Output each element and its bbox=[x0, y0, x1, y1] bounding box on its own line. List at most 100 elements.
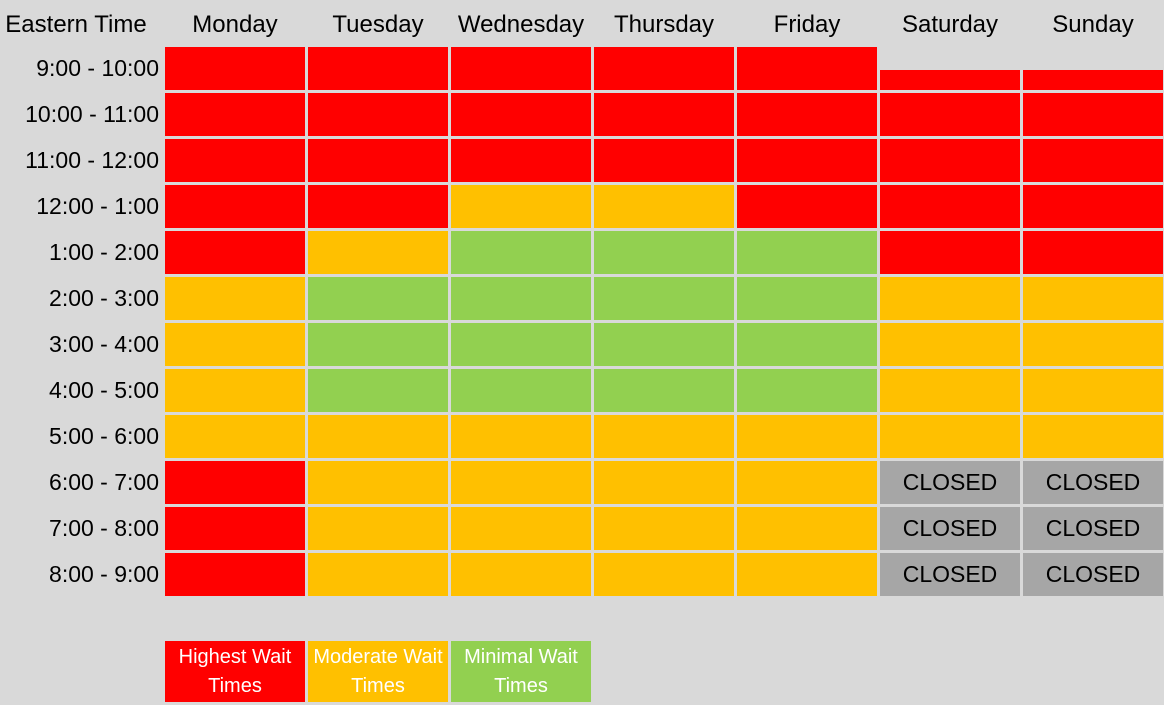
heatmap-cell-moderate bbox=[594, 185, 734, 228]
heatmap-cell-high bbox=[308, 185, 448, 228]
heatmap-cell-moderate bbox=[451, 507, 591, 550]
time-slot-label: 8:00 - 9:00 bbox=[49, 561, 159, 587]
heatmap-cell-closed: CLOSED bbox=[880, 507, 1020, 550]
heatmap-cell-high bbox=[451, 93, 591, 136]
corner-label: Eastern Time bbox=[5, 11, 147, 38]
heatmap-cell-moderate bbox=[1023, 277, 1163, 320]
day-header-wednesday: Wednesday bbox=[457, 11, 585, 38]
heatmap-cell-moderate bbox=[451, 461, 591, 504]
day-header-monday: Monday bbox=[192, 11, 278, 38]
legend-item-minimal: Minimal Wait Times bbox=[451, 641, 591, 702]
heatmap-cell-moderate bbox=[880, 323, 1020, 366]
time-slot-label: 12:00 - 1:00 bbox=[36, 193, 159, 219]
heatmap-cell-moderate bbox=[165, 415, 305, 458]
heatmap-cell-moderate bbox=[594, 553, 734, 596]
heatmap-cell-moderate bbox=[308, 415, 448, 458]
heatmap-cell-high bbox=[165, 461, 305, 504]
heatmap-cell-minimal bbox=[451, 369, 591, 412]
heatmap-cell-high bbox=[594, 139, 734, 182]
heatmap-cell-high bbox=[308, 139, 448, 182]
heatmap-cell-moderate bbox=[1023, 323, 1163, 366]
day-header-sunday: Sunday bbox=[1052, 11, 1134, 38]
heatmap-cell-high bbox=[1023, 70, 1163, 90]
time-slot-label: 2:00 - 3:00 bbox=[49, 285, 159, 311]
heatmap-cell-closed: CLOSED bbox=[1023, 507, 1163, 550]
heatmap-cell-high bbox=[880, 139, 1020, 182]
day-header-friday: Friday bbox=[773, 11, 841, 38]
heatmap-cell-high bbox=[880, 70, 1020, 90]
heatmap-cell-minimal bbox=[737, 323, 877, 366]
heatmap-cell-moderate bbox=[1023, 369, 1163, 412]
heatmap-cell-moderate bbox=[880, 415, 1020, 458]
heatmap-cell-high bbox=[880, 93, 1020, 136]
heatmap-cell-high bbox=[165, 507, 305, 550]
heatmap-cell-high bbox=[1023, 93, 1163, 136]
heatmap-cell-moderate bbox=[1023, 415, 1163, 458]
heatmap-cell-high bbox=[1023, 185, 1163, 228]
heatmap-cell-high bbox=[737, 47, 877, 90]
heatmap-cell-minimal bbox=[308, 369, 448, 412]
heatmap-cell-high bbox=[451, 47, 591, 90]
heatmap-cell-minimal bbox=[737, 369, 877, 412]
time-slot-label: 1:00 - 2:00 bbox=[49, 239, 159, 265]
heatmap-cell-minimal bbox=[308, 323, 448, 366]
heatmap-cell-high bbox=[737, 185, 877, 228]
heatmap-cell-moderate bbox=[308, 507, 448, 550]
heatmap-cell-closed: CLOSED bbox=[1023, 553, 1163, 596]
heatmap-cell-high bbox=[1023, 231, 1163, 274]
heatmap-cell-high bbox=[165, 553, 305, 596]
heatmap-cell-moderate bbox=[737, 507, 877, 550]
heatmap-cell-moderate bbox=[451, 415, 591, 458]
heatmap-cell-high bbox=[165, 93, 305, 136]
heatmap-cell-high bbox=[880, 231, 1020, 274]
heatmap-cell-minimal bbox=[737, 277, 877, 320]
heatmap-cell-minimal bbox=[308, 277, 448, 320]
legend-item-high: Highest Wait Times bbox=[165, 641, 305, 702]
heatmap-cell-moderate bbox=[308, 461, 448, 504]
time-slot-label: 5:00 - 6:00 bbox=[49, 423, 159, 449]
time-slot-label: 10:00 - 11:00 bbox=[25, 101, 159, 127]
heatmap-cell-minimal bbox=[451, 323, 591, 366]
time-slot-label: 6:00 - 7:00 bbox=[49, 469, 159, 495]
heatmap-cell-moderate bbox=[737, 461, 877, 504]
heatmap-cell-high bbox=[308, 47, 448, 90]
time-slot-label: 3:00 - 4:00 bbox=[49, 331, 159, 357]
heatmap-cell-high bbox=[165, 139, 305, 182]
heatmap-cell-high bbox=[451, 139, 591, 182]
heatmap-cell-minimal bbox=[594, 277, 734, 320]
legend-item-moderate: Moderate Wait Times bbox=[308, 641, 448, 702]
heatmap-cell-moderate bbox=[880, 277, 1020, 320]
heatmap-cell-moderate bbox=[594, 461, 734, 504]
heatmap-cell-moderate bbox=[165, 369, 305, 412]
heatmap-cell-high bbox=[594, 47, 734, 90]
heatmap-cell-high bbox=[737, 139, 877, 182]
heatmap-cell-moderate bbox=[165, 277, 305, 320]
heatmap-cell-minimal bbox=[737, 231, 877, 274]
heatmap-cell-moderate bbox=[451, 553, 591, 596]
heatmap-cell-high bbox=[308, 93, 448, 136]
heatmap-cell-minimal bbox=[594, 369, 734, 412]
heatmap-cell-high bbox=[880, 185, 1020, 228]
heatmap-cell-high bbox=[594, 93, 734, 136]
day-header-saturday: Saturday bbox=[901, 11, 999, 38]
heatmap-cell-high bbox=[1023, 139, 1163, 182]
heatmap-cell-minimal bbox=[451, 277, 591, 320]
heatmap-cell-high bbox=[165, 47, 305, 90]
heatmap-cell-high bbox=[165, 185, 305, 228]
heatmap-cell-moderate bbox=[451, 185, 591, 228]
time-slot-label: 11:00 - 12:00 bbox=[25, 147, 159, 173]
heatmap-cell-high bbox=[165, 231, 305, 274]
heatmap-cell-moderate bbox=[594, 415, 734, 458]
heatmap-cell-moderate bbox=[594, 507, 734, 550]
heatmap-cell-minimal bbox=[594, 323, 734, 366]
heatmap-cell-moderate bbox=[737, 553, 877, 596]
heatmap-cell-closed: CLOSED bbox=[880, 553, 1020, 596]
heatmap-cell-moderate bbox=[308, 553, 448, 596]
heatmap-cell-minimal bbox=[594, 231, 734, 274]
time-slot-label: 4:00 - 5:00 bbox=[49, 377, 159, 403]
heatmap-cell-moderate bbox=[308, 231, 448, 274]
day-header-tuesday: Tuesday bbox=[332, 11, 424, 38]
heatmap-cell-closed: CLOSED bbox=[1023, 461, 1163, 504]
heatmap-cell-closed: CLOSED bbox=[880, 461, 1020, 504]
